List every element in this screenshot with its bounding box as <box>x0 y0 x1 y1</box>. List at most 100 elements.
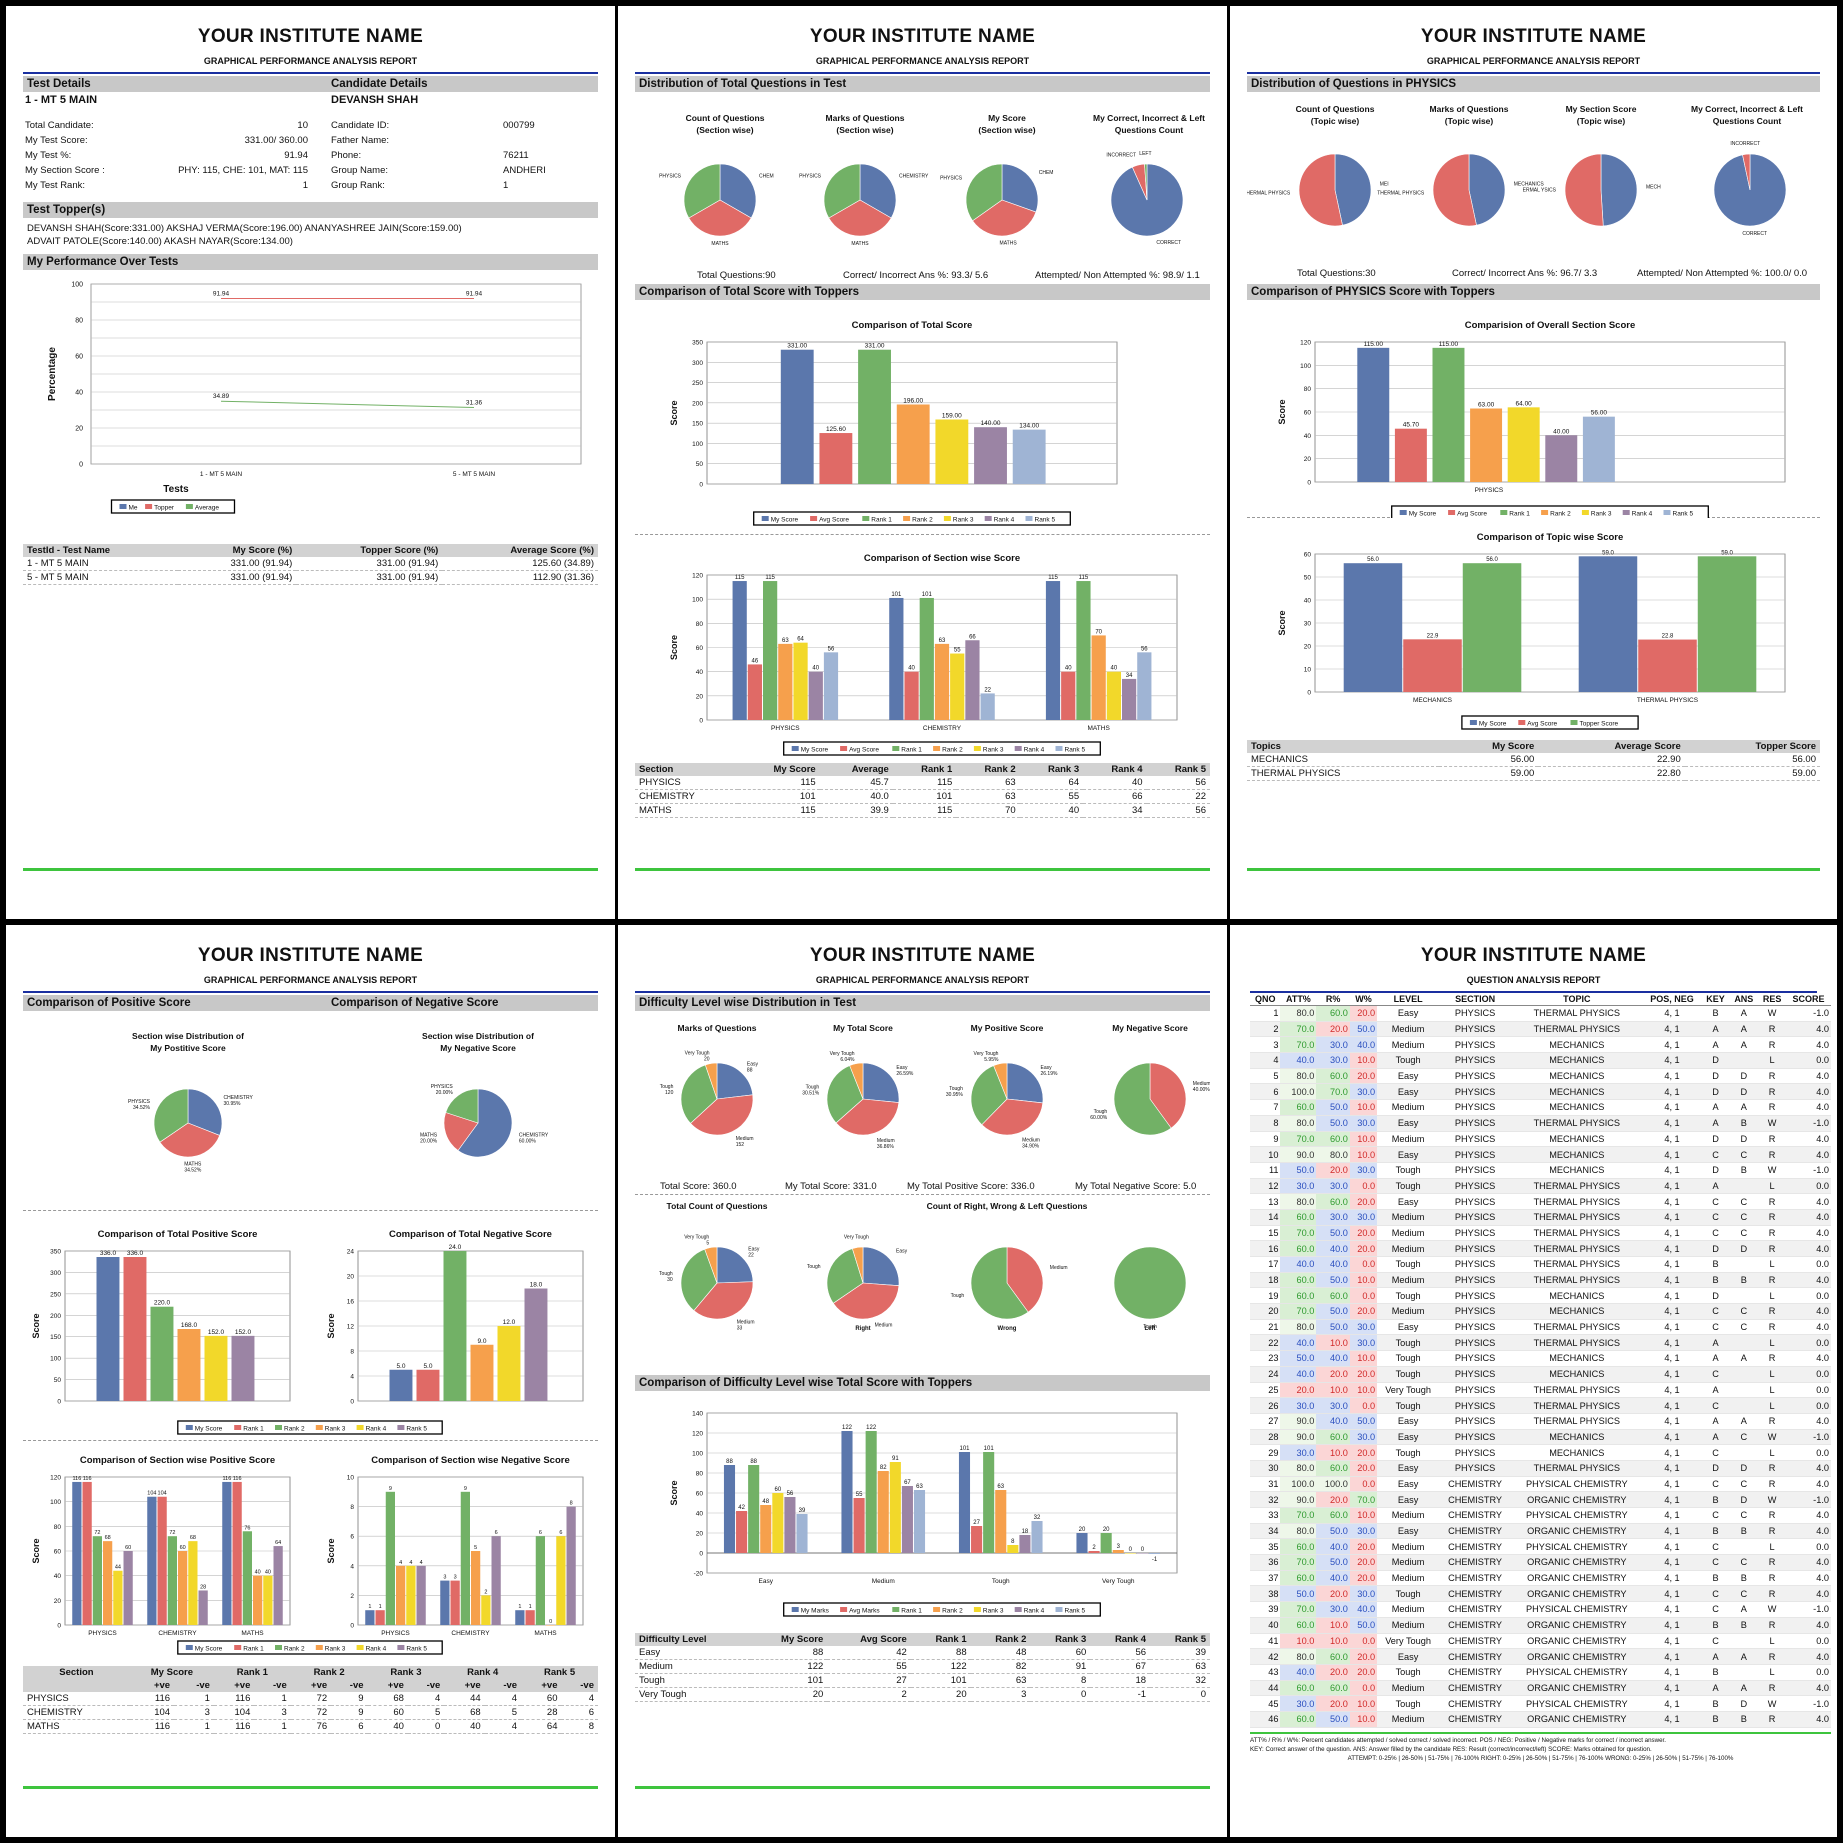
bar-value-label: 140.00 <box>981 420 1001 427</box>
table-cell: A <box>1701 1680 1730 1697</box>
table-cell: 59.00 <box>1439 766 1539 781</box>
bar <box>177 1329 201 1401</box>
table-cell: 4.0 <box>1786 1303 1831 1320</box>
table-cell: C <box>1701 1585 1730 1603</box>
table-cell: 4 <box>484 1719 522 1734</box>
table-cell: 90.0 <box>1280 1491 1317 1508</box>
table-cell: MECHANICS <box>1247 753 1440 767</box>
table-cell: R <box>1758 1209 1787 1226</box>
table-cell: 4, 1 <box>1642 1711 1702 1728</box>
pie-slice <box>680 1248 718 1312</box>
table-cell: R <box>1758 1193 1787 1210</box>
y-axis-label: Score <box>326 1313 336 1338</box>
x-tick-label: PHYSICS <box>88 1630 117 1637</box>
table-cell: 112.90 (31.36) <box>442 570 598 585</box>
legend-swatch <box>840 1607 848 1612</box>
pie-title: My Section Score <box>1566 104 1637 114</box>
pie-title: My Negative Score <box>440 1043 516 1053</box>
subcolumn-header: +ve <box>129 1679 175 1692</box>
detail-value: 76211 <box>503 150 529 161</box>
legend-swatch <box>791 746 799 751</box>
table-cell: Medium <box>1377 1554 1440 1571</box>
bar <box>198 1590 208 1625</box>
legend-swatch <box>356 1425 364 1430</box>
table-cell: -1 <box>1090 1687 1151 1702</box>
positive-score-label: Comparison of Positive Score <box>27 997 191 1009</box>
bar <box>1545 435 1578 482</box>
table-cell: MECHANICS <box>1511 1099 1643 1116</box>
column-header: Topper Score <box>1684 740 1820 753</box>
bar <box>396 1565 406 1625</box>
bar-value-label: 32 <box>1034 1515 1041 1521</box>
legend-entry: Rank 4 <box>1024 1608 1045 1615</box>
table-cell: 20 <box>910 1687 971 1702</box>
bar-value-label: 20 <box>1103 1527 1110 1533</box>
table-cell: W <box>1758 1115 1787 1132</box>
table-cell: 63 <box>956 776 1020 790</box>
report-title: GRAPHICAL PERFORMANCE ANALYSIS REPORT <box>1426 56 1641 66</box>
y-axis-label: Score <box>669 1480 679 1505</box>
pie-title: (Topic wise) <box>1445 116 1494 126</box>
bar <box>416 1565 426 1625</box>
table-cell: 30 <box>1250 1460 1281 1477</box>
table-cell: 60.0 <box>1280 1617 1317 1634</box>
legend-swatch <box>315 1645 323 1650</box>
table-cell: 30.0 <box>1316 1397 1350 1414</box>
pie-label: 60.00% <box>519 1138 537 1144</box>
y-tick-label: -20 <box>694 1571 704 1578</box>
report-page-5: YOUR INSTITUTE NAME GRAPHICAL PERFORMANC… <box>618 925 1227 1837</box>
pie-label: CHEMISTRY <box>899 174 929 180</box>
bar <box>123 1551 133 1625</box>
table-cell: 32 <box>1150 1673 1210 1688</box>
table-cell: 4, 1 <box>1642 1648 1702 1665</box>
table-cell: 30.0 <box>1349 1083 1378 1101</box>
y-tick-label: 60 <box>696 1491 704 1498</box>
y-tick-label: 40 <box>696 1511 704 1518</box>
legend-swatch <box>119 504 127 509</box>
pie-slice <box>970 1065 1008 1126</box>
pie-title: My Total Score <box>833 1023 893 1033</box>
detail-label: My Test %: <box>25 150 72 161</box>
detail-label: Group Name: <box>331 165 389 176</box>
y-tick-label: 0 <box>699 718 703 725</box>
table-cell: PHYSICS <box>1439 1162 1512 1179</box>
bar-value-label: 6 <box>495 1530 498 1536</box>
table-cell: Medium <box>1377 1538 1440 1556</box>
table-cell: THERMAL PHYSICS <box>1511 1319 1643 1336</box>
bar <box>995 1490 1007 1553</box>
legend-swatch <box>185 1425 193 1430</box>
table-cell: 3 <box>174 1705 214 1720</box>
table-cell: 80.0 <box>1280 1068 1317 1085</box>
table-cell: R <box>1758 1272 1787 1289</box>
pie-slice <box>1113 1062 1172 1136</box>
pie-slice <box>852 1246 864 1284</box>
topic-pies: Count of Questions(Topic wise)Marks of Q… <box>1243 104 1803 237</box>
bar <box>1136 1553 1148 1554</box>
bar-value-label: 66 <box>969 634 976 640</box>
table-cell: 50.0 <box>1349 1413 1378 1430</box>
stat-correct-incorrect: Correct/ Incorrect Ans %: 96.7/ 3.3 <box>1452 268 1598 279</box>
bar <box>1121 678 1137 720</box>
bar-value-label: 88 <box>750 1459 757 1465</box>
table-cell: Very Tough <box>1377 1382 1440 1399</box>
table-cell: MECHANICS <box>1511 1068 1643 1085</box>
table-cell: 0.0 <box>1786 1382 1831 1399</box>
table-cell: 4.0 <box>1786 1617 1831 1634</box>
table-cell: Medium <box>1377 1680 1440 1697</box>
y-tick-label: 100 <box>692 597 703 604</box>
table-cell: 331.00 (91.94) <box>177 570 297 585</box>
table-cell: 20.0 <box>1280 1382 1317 1399</box>
table-cell: Easy <box>1377 1083 1440 1101</box>
bar <box>82 1481 92 1625</box>
difficulty-cmp-header: Comparison of Difficulty Level wise Tota… <box>635 1375 1210 1391</box>
table-cell: L <box>1758 1366 1787 1383</box>
bar-value-label: 88 <box>726 1459 733 1465</box>
toppers-list: DEVANSH SHAH(Score:331.00) AKSHAJ VERMA(… <box>23 218 598 248</box>
y-tick-label: 20 <box>75 426 83 433</box>
table-header: TestId - Test Name My Score (%) Topper Sco… <box>23 544 598 557</box>
table-cell: Medium <box>1377 1601 1440 1618</box>
question-row: 38 50.0 20.0 30.0 Tough CHEMISTRY ORGANIC CHEM… <box>1250 1585 1831 1603</box>
x-tick-label: MATHS <box>1088 725 1111 732</box>
